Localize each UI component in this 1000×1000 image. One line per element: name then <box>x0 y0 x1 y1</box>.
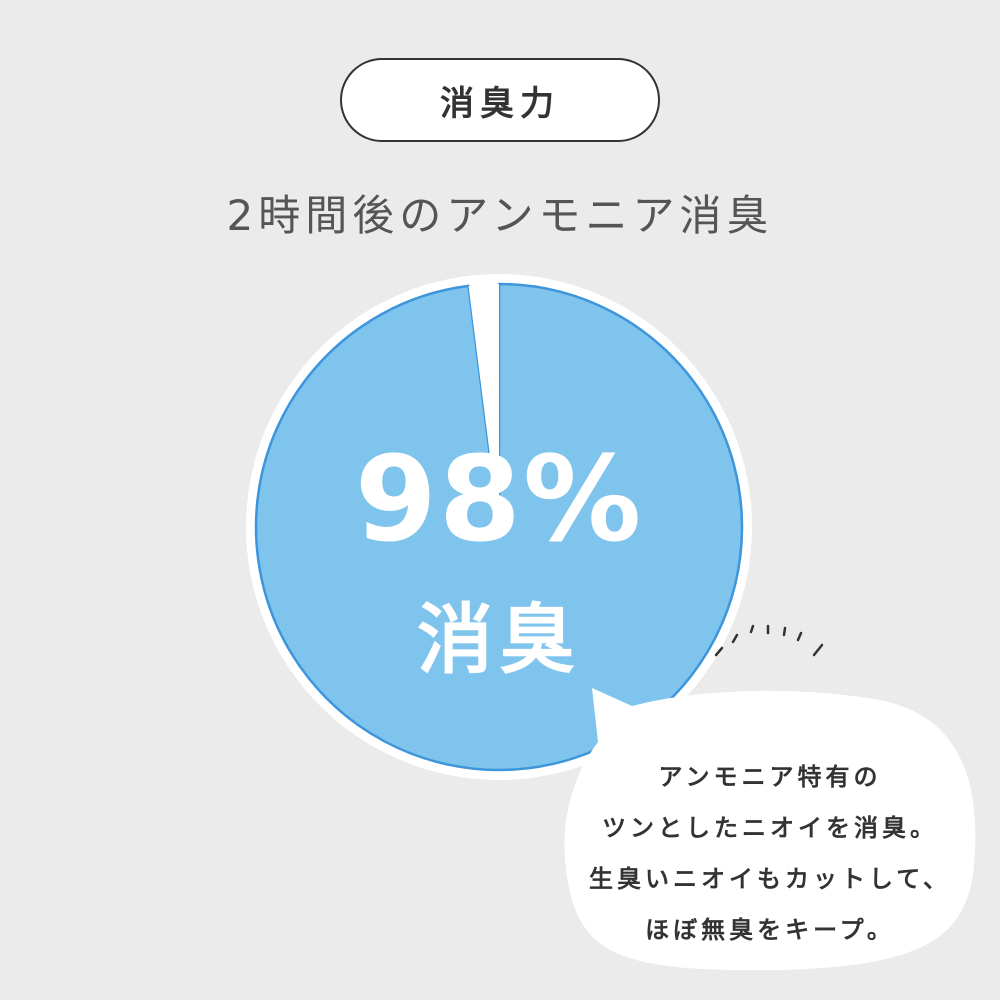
bubble-text: アンモニア特有の ツンとしたニオイを消臭。 生臭いニオイもカットして、 ほぼ無臭… <box>570 752 970 956</box>
pie-slice-remainder <box>468 284 499 527</box>
badge-text: 消臭力 <box>440 83 560 124</box>
bubble-line: アンモニア特有の <box>658 763 882 791</box>
data-label-text: 消臭 <box>417 595 581 684</box>
data-label-percent: 98% <box>354 430 644 568</box>
bubble-line: ほぼ無臭をキープ。 <box>645 916 895 944</box>
bubble-line: 生臭いニオイもカットして、 <box>588 865 952 893</box>
bubble-line: ツンとしたニオイを消臭。 <box>602 814 938 842</box>
speech-bubble <box>564 688 976 971</box>
pie-slice-main <box>254 282 744 772</box>
heading: 2時間後のアンモニア消臭 <box>226 191 774 240</box>
emphasis-lines <box>714 624 824 657</box>
badge-label: 消臭力 <box>340 58 660 142</box>
